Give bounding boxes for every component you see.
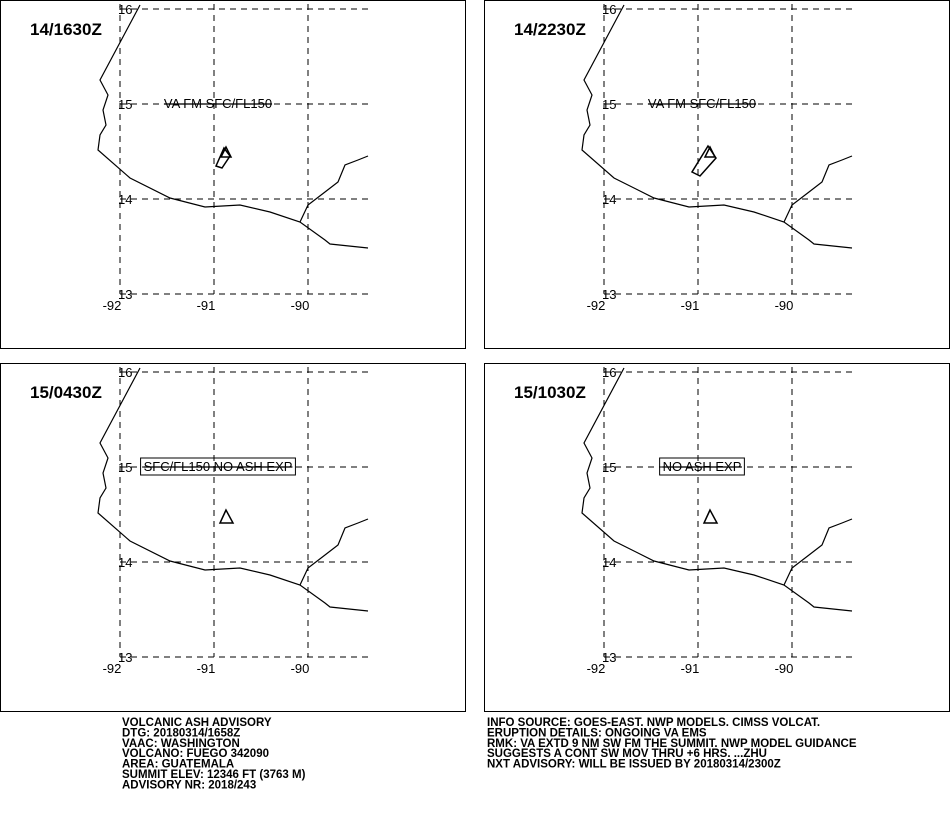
lon-tick-label: -92	[103, 661, 122, 676]
border	[299, 155, 369, 223]
map-panel: -92 -91 -90 16 15 14 13 14/1630Z VA FM SFC/FL150	[0, 0, 466, 349]
advisory-line: VAAC: WASHINGTON	[122, 738, 240, 750]
lat-tick-label: 15	[602, 460, 616, 475]
map-panel: -92 -91 -90 16 15 14 13 15/0430Z SFC/FL150 NO AS…	[0, 363, 466, 712]
valid-time: 15/0430Z	[30, 383, 102, 402]
ash-label: VA FM SFC/FL150	[164, 96, 272, 111]
volcano	[218, 508, 235, 524]
advisory-line: DTG: 20180314/1658Z	[122, 727, 240, 739]
lon-tick-label: -90	[775, 661, 794, 676]
border	[783, 518, 853, 586]
lat-tick-label: 16	[118, 2, 132, 17]
lat-tick-label: 15	[118, 97, 132, 112]
lon-tick-label: -92	[103, 298, 122, 313]
lat-tick-label: 14	[118, 192, 132, 207]
lon-tick-label: -92	[587, 661, 606, 676]
border	[783, 155, 853, 223]
lon-tick-label: -90	[775, 298, 794, 313]
volcano	[703, 145, 717, 158]
ash-label: SFC/FL150 NO ASH EXP	[144, 459, 293, 474]
advisory-line: VOLCANO: FUEGO 342090	[122, 748, 269, 760]
ash-area	[214, 146, 231, 169]
border	[299, 518, 369, 586]
lat-tick-label: 14	[118, 555, 132, 570]
lat-tick-label: 15	[118, 460, 132, 475]
coastline	[97, 4, 369, 249]
label-box	[659, 457, 745, 476]
advisory-line: VOLCANIC ASH ADVISORY	[122, 717, 272, 729]
advisory-line: RMK: VA EXTD 9 NM SW FM THE SUMMIT. NWP …	[487, 738, 857, 750]
advisory-line: INFO SOURCE: GOES-EAST. NWP MODELS. CIMS…	[487, 717, 820, 729]
advisory-line: SUGGESTS A CONT SW MOV THRU +6 HRS. ...Z…	[487, 748, 767, 760]
panel-frame	[0, 363, 466, 712]
lon-tick-label: -92	[587, 298, 606, 313]
lat-tick-label: 14	[602, 555, 616, 570]
lat-tick-label: 16	[602, 365, 616, 380]
lat-tick-label: 15	[602, 97, 616, 112]
lon-tick-label: -90	[291, 298, 310, 313]
lat-tick-label: 16	[118, 365, 132, 380]
advisory-line: ERUPTION DETAILS: ONGOING VA EMS	[487, 727, 707, 739]
lat-tick-label: 16	[602, 2, 616, 17]
label-box	[140, 457, 296, 476]
panel-frame	[0, 0, 466, 349]
coastline	[97, 367, 369, 612]
advisory-line: ADVISORY NR: 2018/243	[122, 779, 256, 791]
map-panel: -92 -91 -90 16 15 14 13 15/1030Z NO ASH EXP	[484, 363, 950, 712]
volcano	[219, 145, 233, 158]
valid-time: 14/1630Z	[30, 20, 102, 39]
lat-tick-label: 13	[602, 287, 616, 302]
advisory-line: AREA: GUATEMALA	[122, 759, 234, 771]
coastline	[581, 4, 853, 249]
valid-time: 15/1030Z	[514, 383, 586, 402]
lat-tick-label: 13	[118, 650, 132, 665]
lat-tick-label: 13	[602, 650, 616, 665]
ash-label: VA FM SFC/FL150	[648, 96, 756, 111]
panel-frame	[484, 363, 950, 712]
lat-tick-label: 13	[118, 287, 132, 302]
advisory-line: SUMMIT ELEV: 12346 FT (3763 M)	[122, 769, 306, 781]
lon-tick-label: -90	[291, 661, 310, 676]
lon-tick-label: -91	[681, 298, 700, 313]
valid-time: 14/2230Z	[514, 20, 586, 39]
map-panel: -92 -91 -90 16 15 14 13 14/2230Z VA FM SFC/FL150	[484, 0, 950, 349]
panel-frame	[484, 0, 950, 349]
volcano	[702, 508, 719, 524]
lon-tick-label: -91	[197, 661, 216, 676]
coastline	[581, 367, 853, 612]
lon-tick-label: -91	[197, 298, 216, 313]
ash-label: NO ASH EXP	[663, 459, 742, 474]
lon-tick-label: -91	[681, 661, 700, 676]
advisory-line: NXT ADVISORY: WILL BE ISSUED BY 20180314…	[487, 759, 781, 771]
lat-tick-label: 14	[602, 192, 616, 207]
